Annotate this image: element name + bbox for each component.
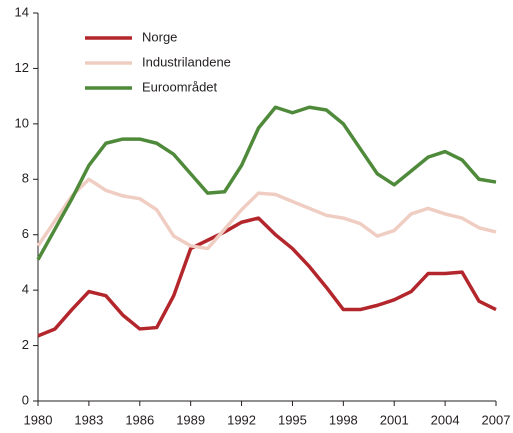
x-tick-label: 2001 — [380, 412, 409, 427]
legend-label: Industrilandene — [142, 54, 231, 69]
y-tick-label: 2 — [22, 337, 29, 352]
y-tick-label: 8 — [22, 171, 29, 186]
y-tick-label: 4 — [22, 282, 29, 297]
x-tick-label: 1998 — [329, 412, 358, 427]
y-tick-label: 0 — [22, 392, 29, 407]
x-tick-label: 1989 — [176, 412, 205, 427]
x-tick-label: 1983 — [74, 412, 103, 427]
series-line — [36, 177, 497, 251]
x-tick-label: 2004 — [431, 412, 460, 427]
x-tick-label: 1992 — [227, 412, 256, 427]
y-tick-label: 14 — [15, 4, 29, 19]
legend-label: Norge — [142, 29, 177, 44]
y-tick-label: 12 — [15, 60, 29, 75]
x-tick-label: 1995 — [278, 412, 307, 427]
series-line — [37, 216, 497, 338]
y-tick-label: 6 — [22, 226, 29, 241]
x-tick-label: 1980 — [24, 412, 53, 427]
series-line — [36, 105, 497, 261]
x-tick-label: 1986 — [125, 412, 154, 427]
x-tick-label: 2007 — [482, 412, 511, 427]
y-tick-label: 10 — [15, 115, 29, 130]
legend-label: Euroområdet — [142, 79, 218, 94]
